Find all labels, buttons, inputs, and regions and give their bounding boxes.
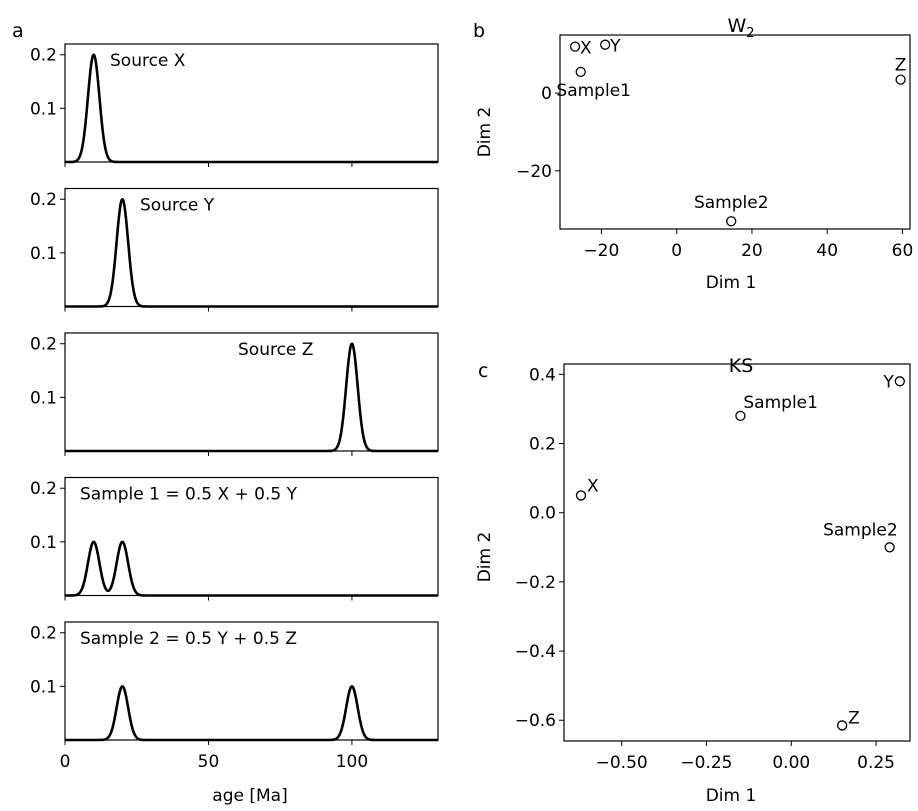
y-tick-label: −0.6 xyxy=(515,711,556,731)
x-tick-label: 0 xyxy=(60,752,71,772)
x-tick-label: 40 xyxy=(816,241,838,261)
y-tick-label: 0.2 xyxy=(30,46,57,66)
panel-b-ylabel: Dim 2 xyxy=(475,107,495,158)
x-tick-label: −0.25 xyxy=(680,753,732,773)
y-tick-label: 0.2 xyxy=(30,624,57,644)
point-label-z: Z xyxy=(848,708,860,728)
panel-letter-c: c xyxy=(478,360,488,382)
subplot-1: 0.1 0.2 Source X xyxy=(30,43,439,167)
y-tick-label: −0.2 xyxy=(515,573,556,593)
subplot-label: Sample 2 = 0.5 Y + 0.5 Z xyxy=(80,629,297,649)
subplot-label: Source X xyxy=(110,51,186,71)
panel-b-title: W2 xyxy=(727,15,754,41)
panel-c: −0.50 −0.25 0.00 0.25 −0.6 −0.4 −0.2 0.0 0.2 0.4 Y… xyxy=(515,363,911,773)
x-tick-label: 0.00 xyxy=(772,753,810,773)
point-label-sample1: Sample1 xyxy=(743,393,818,413)
x-tick-label: 0.25 xyxy=(857,753,895,773)
point-y xyxy=(894,376,905,387)
point-sample1 xyxy=(575,66,586,78)
x-tick-label: −0.50 xyxy=(596,753,648,773)
panel-letter-b: b xyxy=(473,20,485,42)
y-tick-label: 0.2 xyxy=(30,335,57,355)
y-tick-label: 0.1 xyxy=(30,533,57,553)
subplot-5: 0.1 0.2 0 50 100 Sample 2 = 0.5 Y + 0.5 Z xyxy=(30,621,439,772)
panel-b: −20 0 20 40 60 −20 0 X Y Sample1 Z Sample2 xyxy=(516,34,914,261)
point-label-y: Y xyxy=(609,37,621,57)
x-tick-label: 100 xyxy=(336,752,368,772)
subplot-label: Sample 1 = 0.5 X + 0.5 Y xyxy=(80,485,298,505)
point-x xyxy=(575,490,587,501)
point-sample2 xyxy=(884,542,895,553)
panel-c-xlabel: Dim 1 xyxy=(706,786,757,806)
x-tick-label: 50 xyxy=(198,752,220,772)
point-x xyxy=(569,41,581,52)
density-curve xyxy=(64,197,439,308)
panel-c-title: KS xyxy=(729,355,754,377)
density-curve xyxy=(64,540,439,597)
point-z xyxy=(895,74,906,85)
y-tick-label: 0.1 xyxy=(30,388,57,408)
x-tick-label: 0 xyxy=(671,241,682,261)
y-tick-label: −0.4 xyxy=(515,642,556,662)
point-label-x: X xyxy=(587,476,599,496)
panel-letter-a: a xyxy=(12,20,24,42)
subplot-4: 0.1 0.2 Sample 1 = 0.5 X + 0.5 Y xyxy=(30,476,439,601)
point-label-sample2: Sample2 xyxy=(694,193,769,213)
point-sample2 xyxy=(726,216,737,227)
subplot-label: Source Z xyxy=(238,340,313,360)
panel-b-xlabel: Dim 1 xyxy=(706,273,757,293)
plot-frame xyxy=(563,363,911,742)
x-tick-label: 20 xyxy=(741,241,763,261)
point-sample1 xyxy=(735,410,746,422)
y-tick-label: 0.1 xyxy=(30,99,57,119)
density-curve xyxy=(64,685,439,742)
point-label-y: Y xyxy=(882,372,894,392)
y-tick-label: 0.1 xyxy=(30,677,57,697)
point-z xyxy=(837,720,848,731)
subplot-2: 0.1 0.2 Source Y xyxy=(30,187,439,312)
y-tick-label: 0.2 xyxy=(30,190,57,210)
x-tick-label: 60 xyxy=(892,241,914,261)
panel-a-xlabel: age [Ma] xyxy=(212,786,287,806)
point-label-sample1: Sample1 xyxy=(556,81,631,101)
density-curve xyxy=(64,53,439,164)
y-tick-label: 0.2 xyxy=(529,435,556,455)
point-label-sample2: Sample2 xyxy=(823,520,898,540)
y-tick-label: 0.4 xyxy=(529,365,556,385)
point-label-x: X xyxy=(580,39,592,59)
y-tick-label: 0.1 xyxy=(30,244,57,264)
y-tick-label: −20 xyxy=(516,162,552,182)
subplot-label: Source Y xyxy=(140,196,215,216)
panel-c-ylabel: Dim 2 xyxy=(475,532,495,583)
point-label-z: Z xyxy=(895,56,907,76)
y-tick-label: 0.2 xyxy=(30,479,57,499)
y-tick-label: 0 xyxy=(541,84,552,104)
plot-frame xyxy=(559,34,911,230)
x-tick-label: −20 xyxy=(583,241,619,261)
panel-a: 0.1 0.2 Source X 0.1 0.2 Source Y 0.1 0.2 Source… xyxy=(30,43,439,772)
subplot-3: 0.1 0.2 Source Z xyxy=(30,332,439,456)
density-curve xyxy=(64,342,439,453)
point-y xyxy=(600,39,611,50)
y-tick-label: 0.0 xyxy=(529,504,556,524)
